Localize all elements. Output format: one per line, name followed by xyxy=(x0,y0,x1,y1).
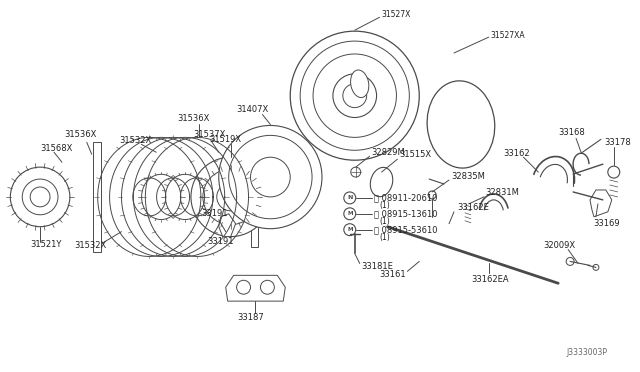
Text: 33162EA: 33162EA xyxy=(471,275,509,284)
Text: 32831M: 32831M xyxy=(486,189,520,198)
Text: 32829M: 32829M xyxy=(372,148,405,157)
Text: J3333003P: J3333003P xyxy=(566,348,607,357)
Text: 31536X: 31536X xyxy=(64,130,96,139)
Text: 31568X: 31568X xyxy=(40,144,72,153)
Ellipse shape xyxy=(371,167,393,197)
Text: 31521Y: 31521Y xyxy=(30,240,61,249)
Text: N: N xyxy=(347,195,353,201)
Circle shape xyxy=(260,280,275,294)
Text: 31527XA: 31527XA xyxy=(491,31,525,40)
Circle shape xyxy=(237,280,250,294)
Text: 31407X: 31407X xyxy=(237,105,269,114)
Circle shape xyxy=(217,183,244,211)
Circle shape xyxy=(313,54,396,137)
Polygon shape xyxy=(93,142,100,251)
Text: 33161: 33161 xyxy=(380,270,406,279)
Text: 31532X: 31532X xyxy=(74,241,106,250)
Circle shape xyxy=(10,167,70,227)
Text: (1): (1) xyxy=(380,217,390,226)
Text: 33191: 33191 xyxy=(201,209,227,218)
Circle shape xyxy=(333,74,376,118)
Circle shape xyxy=(343,84,367,108)
Text: 33162: 33162 xyxy=(504,149,531,158)
Circle shape xyxy=(300,41,410,150)
Circle shape xyxy=(351,167,361,177)
Text: 31515X: 31515X xyxy=(399,150,431,159)
Text: 32835M: 32835M xyxy=(451,171,485,180)
Circle shape xyxy=(608,166,620,178)
Circle shape xyxy=(191,157,270,237)
Polygon shape xyxy=(226,275,285,301)
Polygon shape xyxy=(219,214,236,237)
Text: 33178: 33178 xyxy=(604,138,630,147)
Text: (1): (1) xyxy=(380,233,390,242)
Text: ⓜ 08915-13610: ⓜ 08915-13610 xyxy=(374,209,437,218)
Text: 33181E: 33181E xyxy=(362,262,394,271)
Text: 33162E: 33162E xyxy=(457,203,489,212)
Text: 31537X: 31537X xyxy=(193,130,225,139)
Text: 33187: 33187 xyxy=(237,312,264,321)
Text: (1): (1) xyxy=(380,201,390,210)
Text: M: M xyxy=(347,211,353,216)
Circle shape xyxy=(344,208,356,220)
Text: 31536X: 31536X xyxy=(177,114,209,123)
Text: 31532X: 31532X xyxy=(120,136,152,145)
Circle shape xyxy=(203,169,259,225)
Polygon shape xyxy=(590,190,612,217)
Circle shape xyxy=(566,257,574,265)
Circle shape xyxy=(219,125,322,229)
Circle shape xyxy=(228,135,312,219)
Circle shape xyxy=(428,191,436,199)
Text: 33168: 33168 xyxy=(558,128,585,137)
Text: M: M xyxy=(347,227,353,232)
Circle shape xyxy=(344,224,356,235)
Circle shape xyxy=(344,192,356,204)
Text: 31519X: 31519X xyxy=(209,135,241,144)
Text: 33191: 33191 xyxy=(207,237,234,246)
Circle shape xyxy=(22,179,58,215)
Text: ⓝ 08911-20610: ⓝ 08911-20610 xyxy=(374,193,437,202)
Ellipse shape xyxy=(351,70,369,97)
Text: ⓜ 08915-53610: ⓜ 08915-53610 xyxy=(374,225,437,234)
Circle shape xyxy=(30,187,50,207)
Circle shape xyxy=(250,157,290,197)
Text: 32009X: 32009X xyxy=(543,241,575,250)
Circle shape xyxy=(290,31,419,160)
Ellipse shape xyxy=(427,81,495,168)
Circle shape xyxy=(593,264,599,270)
Text: 33169: 33169 xyxy=(593,219,620,228)
Polygon shape xyxy=(250,147,259,247)
Text: 31527X: 31527X xyxy=(381,10,411,19)
